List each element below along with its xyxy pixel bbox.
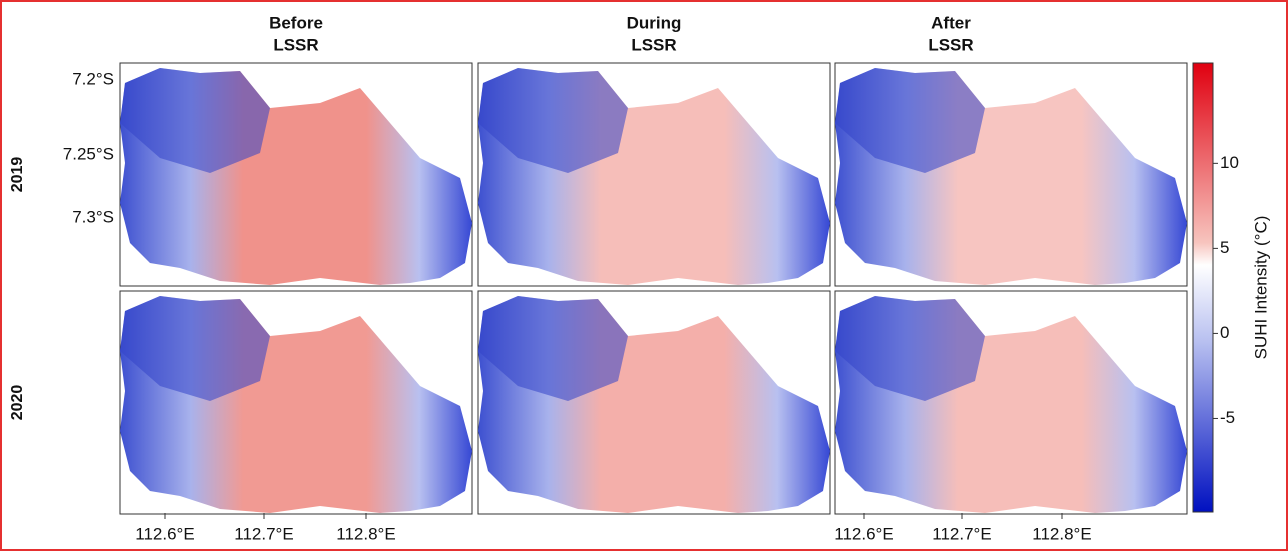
row-label: 2020 bbox=[9, 385, 26, 421]
north-blue bbox=[120, 296, 270, 401]
lon-tick-label: 112.7°E bbox=[932, 524, 991, 543]
column-title: Before bbox=[269, 13, 323, 32]
map-panel bbox=[834, 290, 1188, 515]
colorbar-label: SUHI Intensity (°C) bbox=[1251, 216, 1270, 360]
lat-tick-label: 7.25°S bbox=[63, 144, 114, 163]
colorbar-tick-label: 0 bbox=[1220, 323, 1229, 342]
lon-tick-label: 112.6°E bbox=[834, 524, 893, 543]
north-blue bbox=[478, 68, 628, 173]
colorbar-tick-label: -5 bbox=[1220, 408, 1235, 427]
map-panel bbox=[834, 62, 1188, 287]
colorbar-tick-label: 5 bbox=[1220, 238, 1229, 257]
row-label: 2019 bbox=[9, 157, 26, 193]
column-title: During bbox=[627, 13, 682, 32]
north-blue bbox=[835, 296, 985, 401]
column-title: LSSR bbox=[631, 35, 676, 54]
map-panel bbox=[477, 290, 831, 515]
lon-tick-label: 112.6°E bbox=[135, 524, 194, 543]
column-title: LSSR bbox=[928, 35, 973, 54]
map-panel bbox=[119, 290, 473, 515]
column-title: After bbox=[931, 13, 971, 32]
lon-tick-label: 112.7°E bbox=[234, 524, 293, 543]
map-panel bbox=[477, 62, 831, 287]
north-blue bbox=[478, 296, 628, 401]
lon-tick-label: 112.8°E bbox=[1032, 524, 1091, 543]
north-blue bbox=[120, 68, 270, 173]
lat-tick-label: 7.2°S bbox=[72, 69, 114, 88]
column-title: LSSR bbox=[273, 35, 318, 54]
colorbar-tick-label: 10 bbox=[1220, 153, 1239, 172]
lat-tick-label: 7.3°S bbox=[72, 207, 114, 226]
colorbar bbox=[1192, 62, 1214, 513]
map-panel bbox=[119, 62, 473, 287]
lon-tick-label: 112.8°E bbox=[336, 524, 395, 543]
north-blue bbox=[835, 68, 985, 173]
